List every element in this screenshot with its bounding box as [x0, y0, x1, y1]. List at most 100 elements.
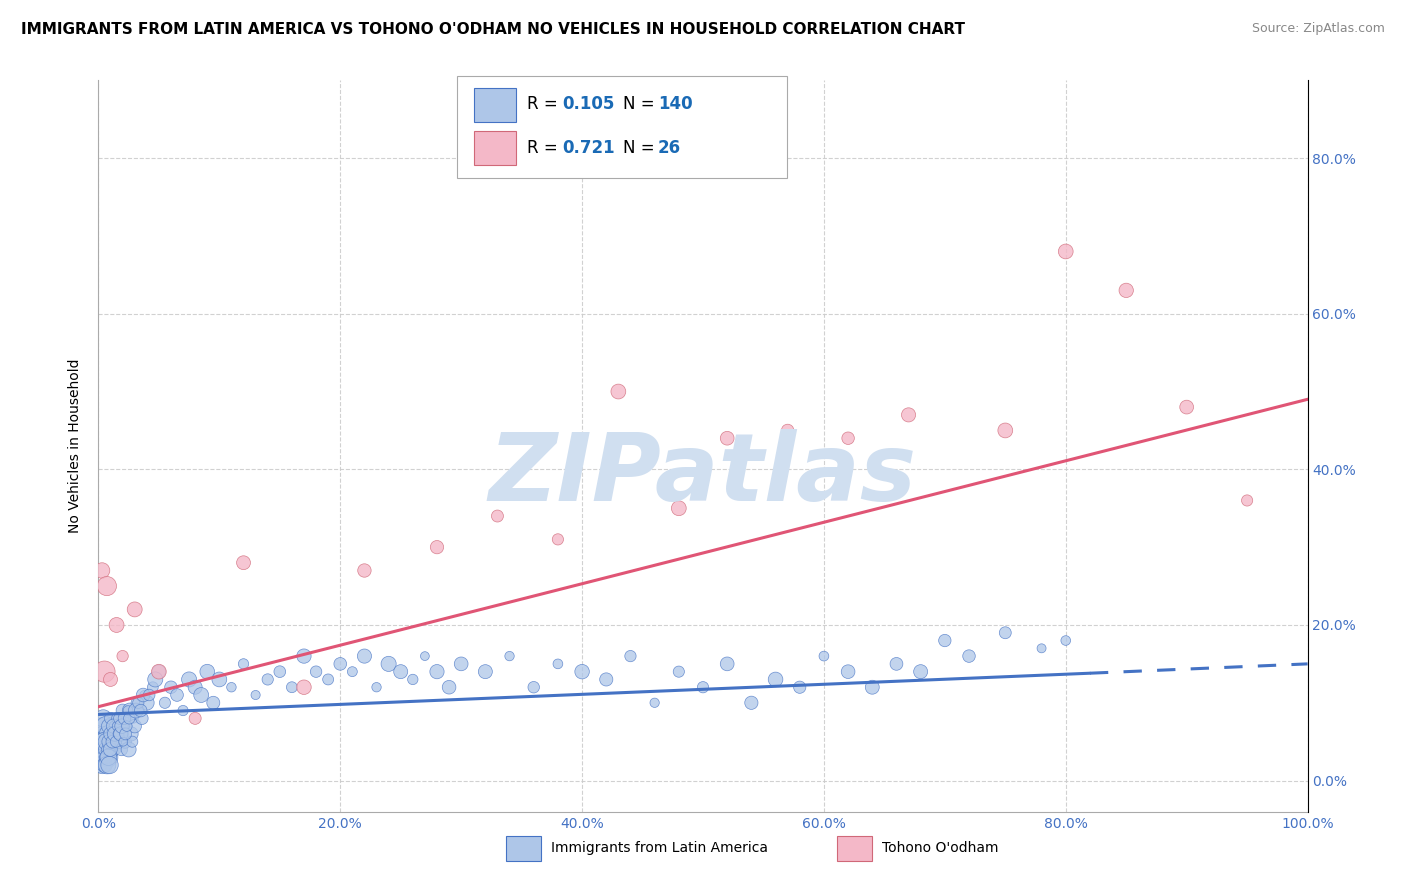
Text: R =: R = — [527, 95, 564, 113]
Point — [117, 704, 139, 718]
Point — [108, 711, 131, 725]
Point — [1054, 244, 1077, 259]
Text: N =: N = — [623, 139, 659, 157]
Point — [342, 665, 364, 679]
Point — [117, 719, 139, 733]
Point — [125, 704, 148, 718]
Point — [837, 431, 859, 445]
Point — [127, 696, 149, 710]
Point — [89, 750, 111, 764]
Point — [111, 719, 134, 733]
Point — [91, 727, 114, 741]
Point — [91, 564, 114, 578]
Point — [138, 688, 160, 702]
Point — [107, 711, 129, 725]
Point — [103, 719, 125, 733]
Point — [547, 533, 569, 547]
Point — [129, 704, 152, 718]
Point — [934, 633, 956, 648]
Point — [96, 742, 118, 756]
Point — [104, 727, 127, 741]
Point — [957, 649, 980, 664]
Point — [105, 719, 128, 733]
Point — [100, 673, 122, 687]
Text: 26: 26 — [658, 139, 681, 157]
Point — [96, 579, 118, 593]
Point — [90, 719, 112, 733]
Point — [153, 696, 176, 710]
Point — [402, 673, 425, 687]
Point — [281, 680, 304, 694]
Point — [110, 727, 132, 741]
Point — [94, 719, 117, 733]
Point — [195, 665, 218, 679]
Point — [110, 742, 132, 756]
Point — [98, 758, 121, 772]
Point — [121, 734, 143, 748]
Point — [232, 556, 254, 570]
Text: IMMIGRANTS FROM LATIN AMERICA VS TOHONO O'ODHAM NO VEHICLES IN HOUSEHOLD CORRELA: IMMIGRANTS FROM LATIN AMERICA VS TOHONO … — [21, 22, 965, 37]
Point — [107, 727, 129, 741]
Point — [389, 665, 412, 679]
Point — [98, 742, 121, 756]
Point — [93, 727, 115, 741]
Point — [1031, 641, 1053, 656]
Point — [93, 758, 115, 772]
Point — [105, 727, 128, 741]
Point — [619, 649, 641, 664]
Point — [98, 734, 121, 748]
Point — [886, 657, 908, 671]
Point — [269, 665, 291, 679]
Text: ZIPatlas: ZIPatlas — [489, 429, 917, 521]
Point — [93, 750, 115, 764]
Text: Immigrants from Latin America: Immigrants from Latin America — [551, 841, 768, 855]
Point — [98, 742, 121, 756]
Point — [353, 649, 375, 664]
Point — [776, 424, 799, 438]
Point — [108, 734, 131, 748]
Text: 140: 140 — [658, 95, 693, 113]
Point — [104, 742, 127, 756]
Point — [135, 696, 157, 710]
Point — [118, 742, 141, 756]
Point — [104, 734, 127, 748]
Point — [91, 711, 114, 725]
Point — [644, 696, 666, 710]
Point — [111, 649, 134, 664]
Point — [607, 384, 630, 399]
Point — [571, 665, 593, 679]
Point — [221, 680, 243, 694]
Point — [105, 618, 128, 632]
Point — [112, 734, 135, 748]
Point — [118, 704, 141, 718]
Point — [93, 665, 115, 679]
Point — [316, 673, 339, 687]
Point — [437, 680, 460, 694]
Point — [100, 711, 122, 725]
Point — [329, 657, 352, 671]
Point — [96, 758, 118, 772]
Point — [897, 408, 920, 422]
Text: 0.105: 0.105 — [562, 95, 614, 113]
Point — [93, 742, 115, 756]
Point — [692, 680, 714, 694]
Point — [108, 719, 131, 733]
Point — [716, 431, 738, 445]
Point — [486, 509, 509, 524]
Point — [1054, 633, 1077, 648]
Point — [190, 688, 212, 702]
Point — [202, 696, 225, 710]
Point — [523, 680, 546, 694]
Point — [668, 665, 690, 679]
Point — [1236, 493, 1258, 508]
Point — [94, 750, 117, 764]
Point — [668, 501, 690, 516]
Point — [120, 727, 142, 741]
Point — [96, 727, 118, 741]
Text: N =: N = — [623, 95, 659, 113]
Point — [90, 742, 112, 756]
Point — [595, 673, 617, 687]
Point — [98, 734, 121, 748]
Point — [115, 719, 138, 733]
Point — [179, 673, 201, 687]
